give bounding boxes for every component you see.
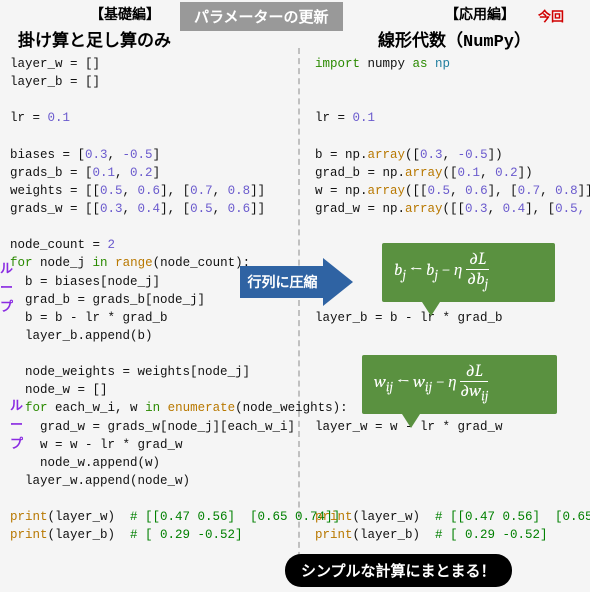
arrow-head-icon bbox=[323, 258, 353, 306]
code-line: weights = [[0.5, 0.6], [0.7, 0.8]] bbox=[10, 184, 265, 198]
code-line: biases = [0.3, -0.5] bbox=[10, 148, 160, 162]
code-line: node_w.append(w) bbox=[10, 456, 160, 470]
code-line: print(layer_w) # [[0.47 0.56] [0.65 0.74… bbox=[10, 510, 340, 524]
bubble-tail-icon bbox=[422, 302, 440, 316]
code-line: w = np.array([[0.5, 0.6], [0.7, 0.8]]) bbox=[315, 184, 590, 198]
code-line: b = np.array([0.3, -0.5]) bbox=[315, 148, 503, 162]
code-line: for node_j in range(node_count): bbox=[10, 256, 250, 270]
header-right-bracket: 【応用編】 bbox=[445, 4, 515, 24]
code-line: grad_w = np.array([[0.3, 0.4], [0.5, 0.6… bbox=[315, 202, 590, 216]
code-line: layer_b = b - lr * grad_b bbox=[315, 311, 503, 325]
code-line: node_w = [] bbox=[10, 383, 108, 397]
header-left-bracket: 【基礎編】 bbox=[90, 4, 160, 24]
banner: パラメーターの更新 bbox=[180, 2, 343, 31]
code-line: node_count = 2 bbox=[10, 238, 115, 252]
loop-label-outer: ループ bbox=[0, 258, 13, 315]
code-line: grad_w = grads_w[node_j][each_w_i] bbox=[10, 420, 295, 434]
formula-bubble-weight: wij ← wij − η ∂L∂wij bbox=[362, 355, 557, 414]
code-line: b = biases[node_j] bbox=[10, 275, 160, 289]
konkai-label: 今回 bbox=[538, 6, 564, 25]
code-line: layer_b = [] bbox=[10, 75, 100, 89]
formula-bubble-bias: bj ← bj − η ∂L∂bj bbox=[382, 243, 555, 302]
bottom-summary: シンプルな計算にまとまる！ bbox=[285, 554, 512, 587]
code-line: layer_b.append(b) bbox=[10, 329, 153, 343]
code-line: grad_b = grads_b[node_j] bbox=[10, 293, 205, 307]
code-line: print(layer_w) # [[0.47 0.56] [0.65 0.74… bbox=[315, 510, 590, 524]
code-line: print(layer_b) # [ 0.29 -0.52] bbox=[315, 528, 548, 542]
code-line: for each_w_i, w in enumerate(node_weight… bbox=[10, 401, 348, 415]
compress-arrow: 行列に圧縮 bbox=[240, 258, 360, 306]
code-line: b = b - lr * grad_b bbox=[10, 311, 168, 325]
code-line: import numpy as np bbox=[315, 57, 450, 71]
code-line: grads_b = [0.1, 0.2] bbox=[10, 166, 160, 180]
code-line: lr = 0.1 bbox=[10, 111, 70, 125]
code-line: print(layer_b) # [ 0.29 -0.52] bbox=[10, 528, 243, 542]
arrow-label: 行列に圧縮 bbox=[240, 266, 325, 298]
loop-label-inner: ループ bbox=[10, 395, 23, 452]
code-line: lr = 0.1 bbox=[315, 111, 375, 125]
code-line: node_weights = weights[node_j] bbox=[10, 365, 250, 379]
subtitle-left: 掛け算と足し算のみ bbox=[18, 26, 171, 52]
bubble-tail-icon bbox=[402, 414, 420, 428]
code-line: grad_b = np.array([0.1, 0.2]) bbox=[315, 166, 533, 180]
code-line: grads_w = [[0.3, 0.4], [0.5, 0.6]] bbox=[10, 202, 265, 216]
code-line: layer_w = [] bbox=[10, 57, 100, 71]
code-line: layer_w.append(node_w) bbox=[10, 474, 190, 488]
code-line: w = w - lr * grad_w bbox=[10, 438, 183, 452]
subtitle-right: 線形代数（NumPy） bbox=[378, 26, 531, 52]
